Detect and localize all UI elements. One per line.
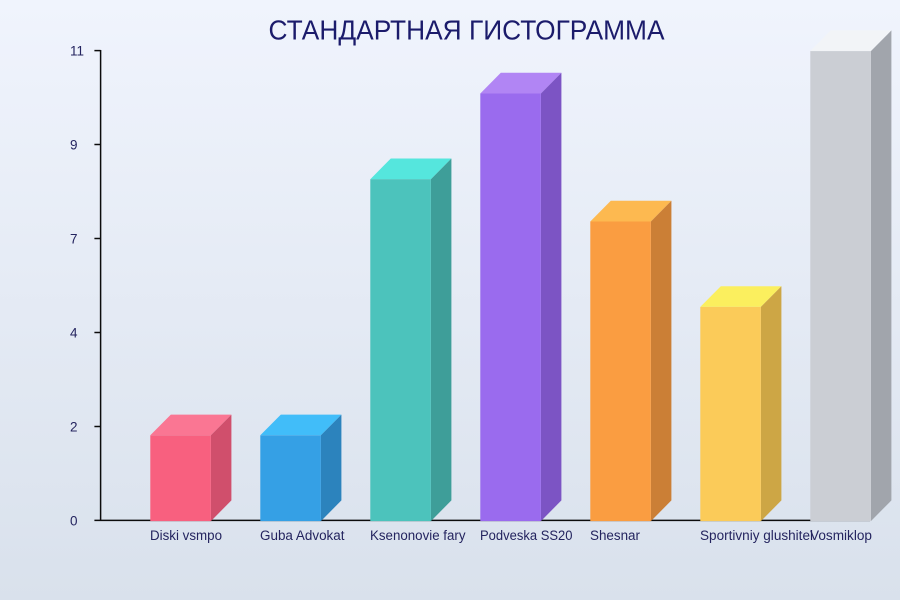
svg-text:Vosmiklop: Vosmiklop xyxy=(810,528,872,543)
svg-text:2: 2 xyxy=(70,420,78,435)
svg-text:0: 0 xyxy=(70,513,78,528)
svg-text:Podveska SS20: Podveska SS20 xyxy=(480,528,573,543)
svg-text:7: 7 xyxy=(70,232,78,247)
svg-text:11: 11 xyxy=(70,44,84,59)
svg-text:СТАНДАРТНАЯ ГИСТОГРАММА: СТАНДАРТНАЯ ГИСТОГРАММА xyxy=(269,15,665,46)
svg-text:4: 4 xyxy=(70,326,78,341)
svg-text:Guba Advokat: Guba Advokat xyxy=(260,528,345,543)
svg-text:Ksenonovie fary: Ksenonovie fary xyxy=(370,528,466,543)
svg-text:Shesnar: Shesnar xyxy=(590,528,640,543)
svg-text:Sportivniy glushitel: Sportivniy glushitel xyxy=(700,528,813,543)
svg-text:9: 9 xyxy=(70,138,78,153)
svg-text:Diski vsmpo: Diski vsmpo xyxy=(150,528,222,543)
